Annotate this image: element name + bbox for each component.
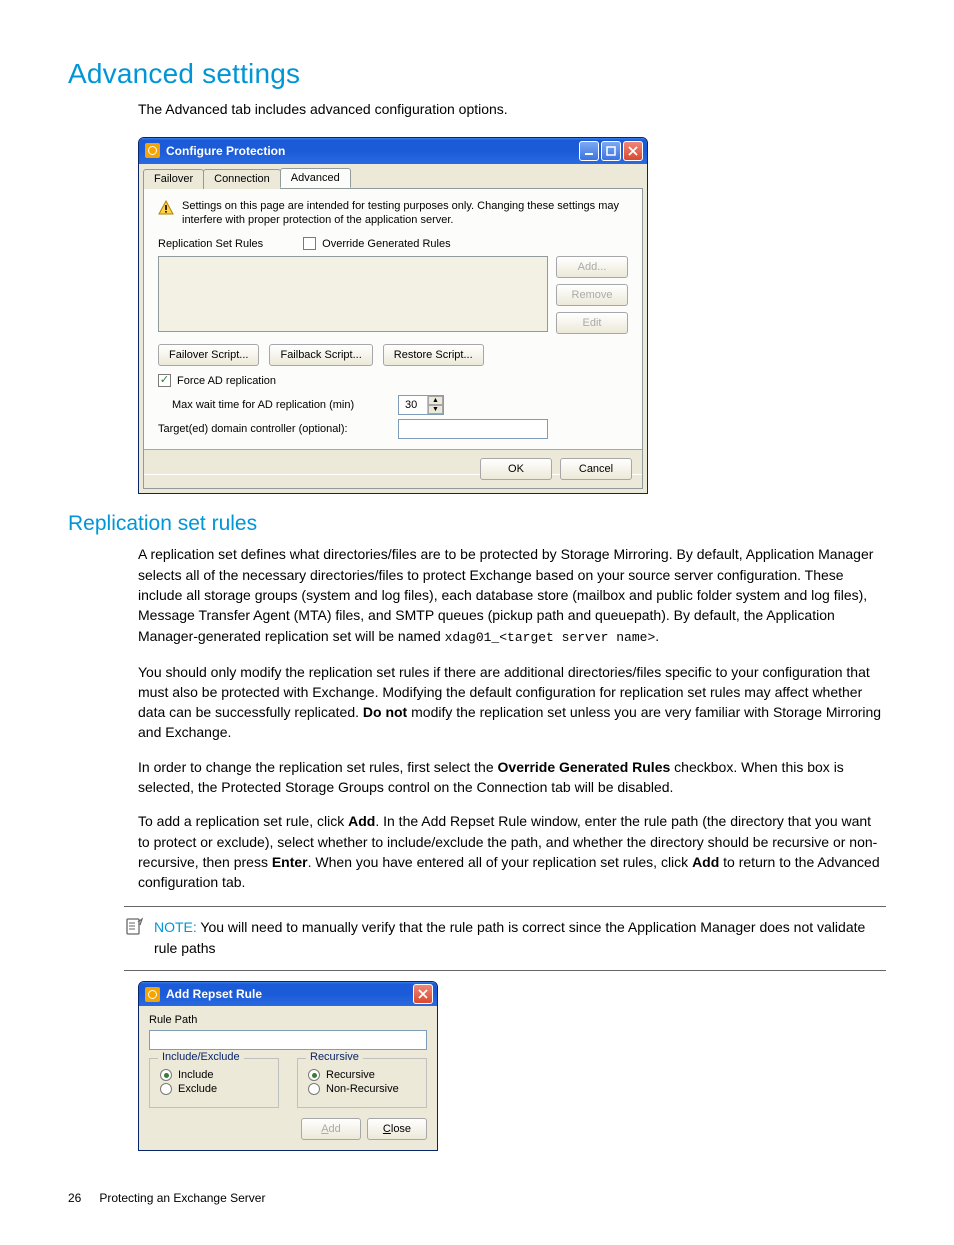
maximize-button[interactable]	[601, 141, 621, 161]
rule-path-input[interactable]	[149, 1030, 427, 1050]
max-wait-input[interactable]: 30 ▲ ▼	[398, 395, 444, 415]
failback-script-button[interactable]: Failback Script...	[269, 344, 372, 366]
close-button[interactable]	[413, 984, 433, 1004]
add-rule-button[interactable]: Add...	[556, 256, 628, 278]
spin-up[interactable]: ▲	[428, 396, 443, 405]
cancel-button[interactable]: Cancel	[560, 458, 632, 480]
section-subheading: Replication set rules	[68, 512, 886, 536]
divider	[124, 906, 886, 907]
app-icon	[145, 987, 160, 1002]
title-bar: Configure Protection	[139, 138, 647, 164]
recursive-radio[interactable]	[308, 1069, 320, 1081]
para-3: In order to change the replication set r…	[138, 757, 886, 798]
note-icon	[124, 917, 144, 958]
note-label: NOTE:	[154, 919, 197, 935]
edit-rule-button[interactable]: Edit	[556, 312, 628, 334]
restore-script-button[interactable]: Restore Script...	[383, 344, 484, 366]
target-dc-label: Target(ed) domain controller (optional):	[158, 423, 388, 435]
add-button[interactable]: Add	[301, 1118, 361, 1140]
include-radio[interactable]	[160, 1069, 172, 1081]
replication-set-rules-label: Replication Set Rules	[158, 238, 263, 250]
nonrecursive-radio[interactable]	[308, 1083, 320, 1095]
legend-include-exclude: Include/Exclude	[158, 1051, 244, 1063]
page-number: 26	[68, 1191, 81, 1205]
configure-protection-window: Configure Protection Failover Connection…	[138, 137, 648, 495]
intro-text: The Advanced tab includes advanced confi…	[138, 100, 886, 119]
remove-rule-button[interactable]: Remove	[556, 284, 628, 306]
force-ad-label: Force AD replication	[177, 375, 276, 387]
tab-failover[interactable]: Failover	[143, 169, 204, 189]
legend-recursive: Recursive	[306, 1051, 363, 1063]
add-repset-rule-window: Add Repset Rule Rule Path Include/Exclud…	[138, 981, 438, 1151]
override-rules-label: Override Generated Rules	[322, 238, 450, 250]
page-heading: Advanced settings	[68, 58, 886, 90]
window-title: Add Repset Rule	[166, 987, 413, 1001]
override-rules-checkbox[interactable]	[303, 237, 316, 250]
failover-script-button[interactable]: Failover Script...	[158, 344, 259, 366]
note-body: You will need to manually verify that th…	[154, 919, 865, 955]
tab-panel-advanced: Settings on this page are intended for t…	[143, 188, 643, 490]
include-exclude-group: Include/Exclude Include Exclude	[149, 1058, 279, 1108]
close-button[interactable]	[623, 141, 643, 161]
recursive-label: Recursive	[326, 1069, 375, 1081]
force-ad-checkbox[interactable]	[158, 374, 171, 387]
para-4: To add a replication set rule, click Add…	[138, 811, 886, 892]
para-1: A replication set defines what directori…	[138, 544, 886, 647]
target-dc-input[interactable]	[398, 419, 548, 439]
close-dialog-button[interactable]: Close	[367, 1118, 427, 1140]
page-footer: 26 Protecting an Exchange Server	[68, 1191, 886, 1205]
tab-strip: Failover Connection Advanced	[139, 164, 647, 188]
tab-advanced[interactable]: Advanced	[280, 168, 351, 188]
max-wait-value: 30	[399, 399, 427, 411]
divider	[124, 970, 886, 971]
rule-path-label: Rule Path	[149, 1014, 427, 1026]
section-name: Protecting an Exchange Server	[99, 1191, 265, 1205]
spin-down[interactable]: ▼	[428, 405, 443, 414]
app-icon	[145, 143, 160, 158]
warning-text: Settings on this page are intended for t…	[182, 199, 628, 228]
exclude-radio[interactable]	[160, 1083, 172, 1095]
nonrecursive-label: Non-Recursive	[326, 1083, 399, 1095]
exclude-label: Exclude	[178, 1083, 217, 1095]
para-2: You should only modify the replication s…	[138, 662, 886, 743]
ok-button[interactable]: OK	[480, 458, 552, 480]
warning-icon	[158, 200, 174, 216]
minimize-button[interactable]	[579, 141, 599, 161]
title-bar: Add Repset Rule	[139, 982, 437, 1006]
max-wait-label: Max wait time for AD replication (min)	[158, 399, 388, 411]
recursive-group: Recursive Recursive Non-Recursive	[297, 1058, 427, 1108]
rules-listbox[interactable]	[158, 256, 548, 332]
note-block: NOTE: You will need to manually verify t…	[124, 917, 886, 958]
tab-connection[interactable]: Connection	[203, 169, 281, 189]
window-title: Configure Protection	[166, 144, 579, 158]
include-label: Include	[178, 1069, 213, 1081]
